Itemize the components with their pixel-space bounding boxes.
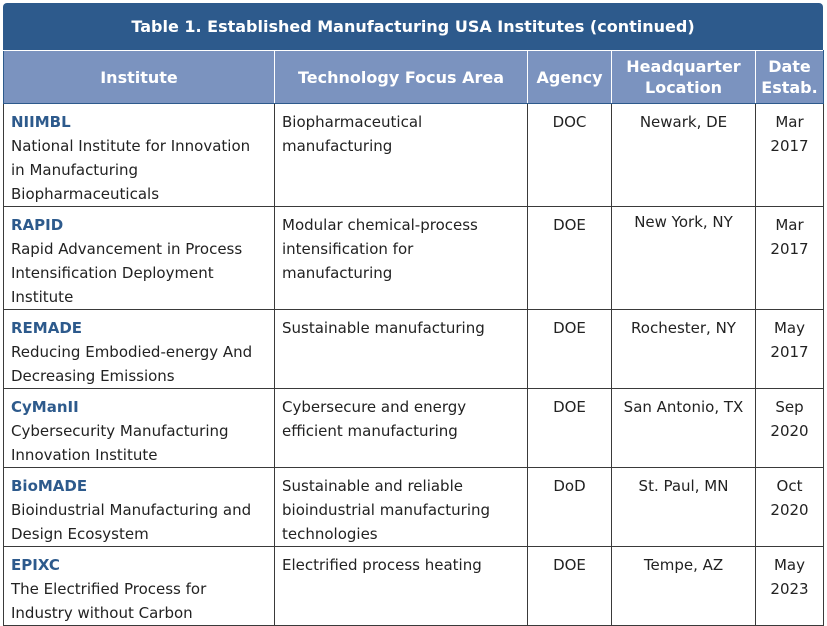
date-cell: Oct 2020	[755, 467, 824, 547]
institute-abbr: BioMADE	[11, 477, 88, 495]
institute-abbr: EPIXC	[11, 556, 60, 574]
agency-cell: DOE	[527, 388, 612, 468]
table-title: Table 1. Established Manufacturing USA I…	[3, 3, 823, 50]
agency-cell: DOE	[527, 309, 612, 389]
header-agency: Agency	[527, 50, 612, 104]
agency-cell: DOE	[527, 206, 612, 310]
focus-cell: Modular chemical-process intensification…	[274, 206, 528, 310]
location-cell: Tempe, AZ	[611, 546, 756, 626]
table-row: RAPID Rapid Advancement in Process Inten…	[3, 206, 824, 310]
focus-cell: Sustainable and reliable bioindustrial m…	[274, 467, 528, 547]
location-cell: Rochester, NY	[611, 309, 756, 389]
header-technology-focus-area: Technology Focus Area	[274, 50, 528, 104]
institutes-table: Institute Technology Focus Area Agency H…	[3, 50, 824, 626]
date-cell: Sep 2020	[755, 388, 824, 468]
location-cell: San Antonio, TX	[611, 388, 756, 468]
institute-name: The Electrified Process for Industry wit…	[11, 580, 207, 622]
table-row: NIIMBL National Institute for Innovation…	[3, 103, 824, 207]
header-row: Institute Technology Focus Area Agency H…	[3, 50, 824, 104]
table-row: EPIXC The Electrified Process for Indust…	[3, 546, 824, 626]
header-date-established: Date Estab.	[755, 50, 824, 104]
institute-abbr: NIIMBL	[11, 113, 71, 131]
institute-abbr: CyManII	[11, 398, 79, 416]
table-row: REMADE Reducing Embodied-energy And Decr…	[3, 309, 824, 389]
focus-cell: Biopharmaceutical manufacturing	[274, 103, 528, 207]
focus-cell: Cybersecure and energy efficient manufac…	[274, 388, 528, 468]
institutes-table-container: Table 1. Established Manufacturing USA I…	[3, 3, 824, 626]
institute-abbr: RAPID	[11, 216, 64, 234]
header-institute: Institute	[3, 50, 275, 104]
focus-cell: Sustainable manufacturing	[274, 309, 528, 389]
date-cell: Mar 2017	[755, 206, 824, 310]
institute-name: Rapid Advancement in Process Intensifica…	[11, 240, 243, 306]
agency-cell: DOC	[527, 103, 612, 207]
table-row: BioMADE Bioindustrial Manufacturing and …	[3, 467, 824, 547]
institute-name: Bioindustrial Manufacturing and Design E…	[11, 501, 252, 543]
institute-name: National Institute for Innovation in Man…	[11, 137, 251, 203]
date-cell: May 2017	[755, 309, 824, 389]
agency-cell: DoD	[527, 467, 612, 547]
agency-cell: DOE	[527, 546, 612, 626]
institute-cell: CyManII Cybersecurity Manufacturing Inno…	[3, 388, 275, 468]
location-cell: New York, NY	[611, 206, 756, 310]
institute-cell: EPIXC The Electrified Process for Indust…	[3, 546, 275, 626]
focus-cell: Electrified process heating	[274, 546, 528, 626]
institute-name: Reducing Embodied-energy And Decreasing …	[11, 343, 253, 385]
institute-abbr: REMADE	[11, 319, 83, 337]
institute-cell: NIIMBL National Institute for Innovation…	[3, 103, 275, 207]
table-row: CyManII Cybersecurity Manufacturing Inno…	[3, 388, 824, 468]
institute-cell: BioMADE Bioindustrial Manufacturing and …	[3, 467, 275, 547]
date-cell: Mar 2017	[755, 103, 824, 207]
institute-cell: REMADE Reducing Embodied-energy And Decr…	[3, 309, 275, 389]
header-headquarter-location: Headquarter Location	[611, 50, 756, 104]
date-cell: May 2023	[755, 546, 824, 626]
location-cell: Newark, DE	[611, 103, 756, 207]
institute-cell: RAPID Rapid Advancement in Process Inten…	[3, 206, 275, 310]
location-cell: St. Paul, MN	[611, 467, 756, 547]
institute-name: Cybersecurity Manufacturing Innovation I…	[11, 422, 229, 464]
